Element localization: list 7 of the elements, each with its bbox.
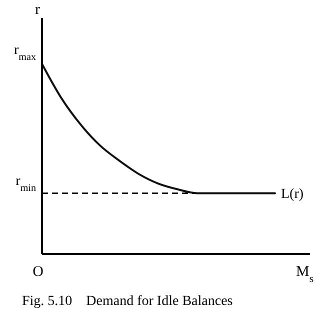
series-label: L(r) [281,187,304,202]
text: r$_{max}$ [14,43,36,62]
text: O [32,264,44,280]
text: Fig. 5.10 Demand for Idle Balances [22,294,233,309]
x-axis-title: M$_{s}$ [296,264,314,285]
y-axis-title: r [35,2,40,18]
ref-line-label: r$_{min}$ [16,174,36,194]
